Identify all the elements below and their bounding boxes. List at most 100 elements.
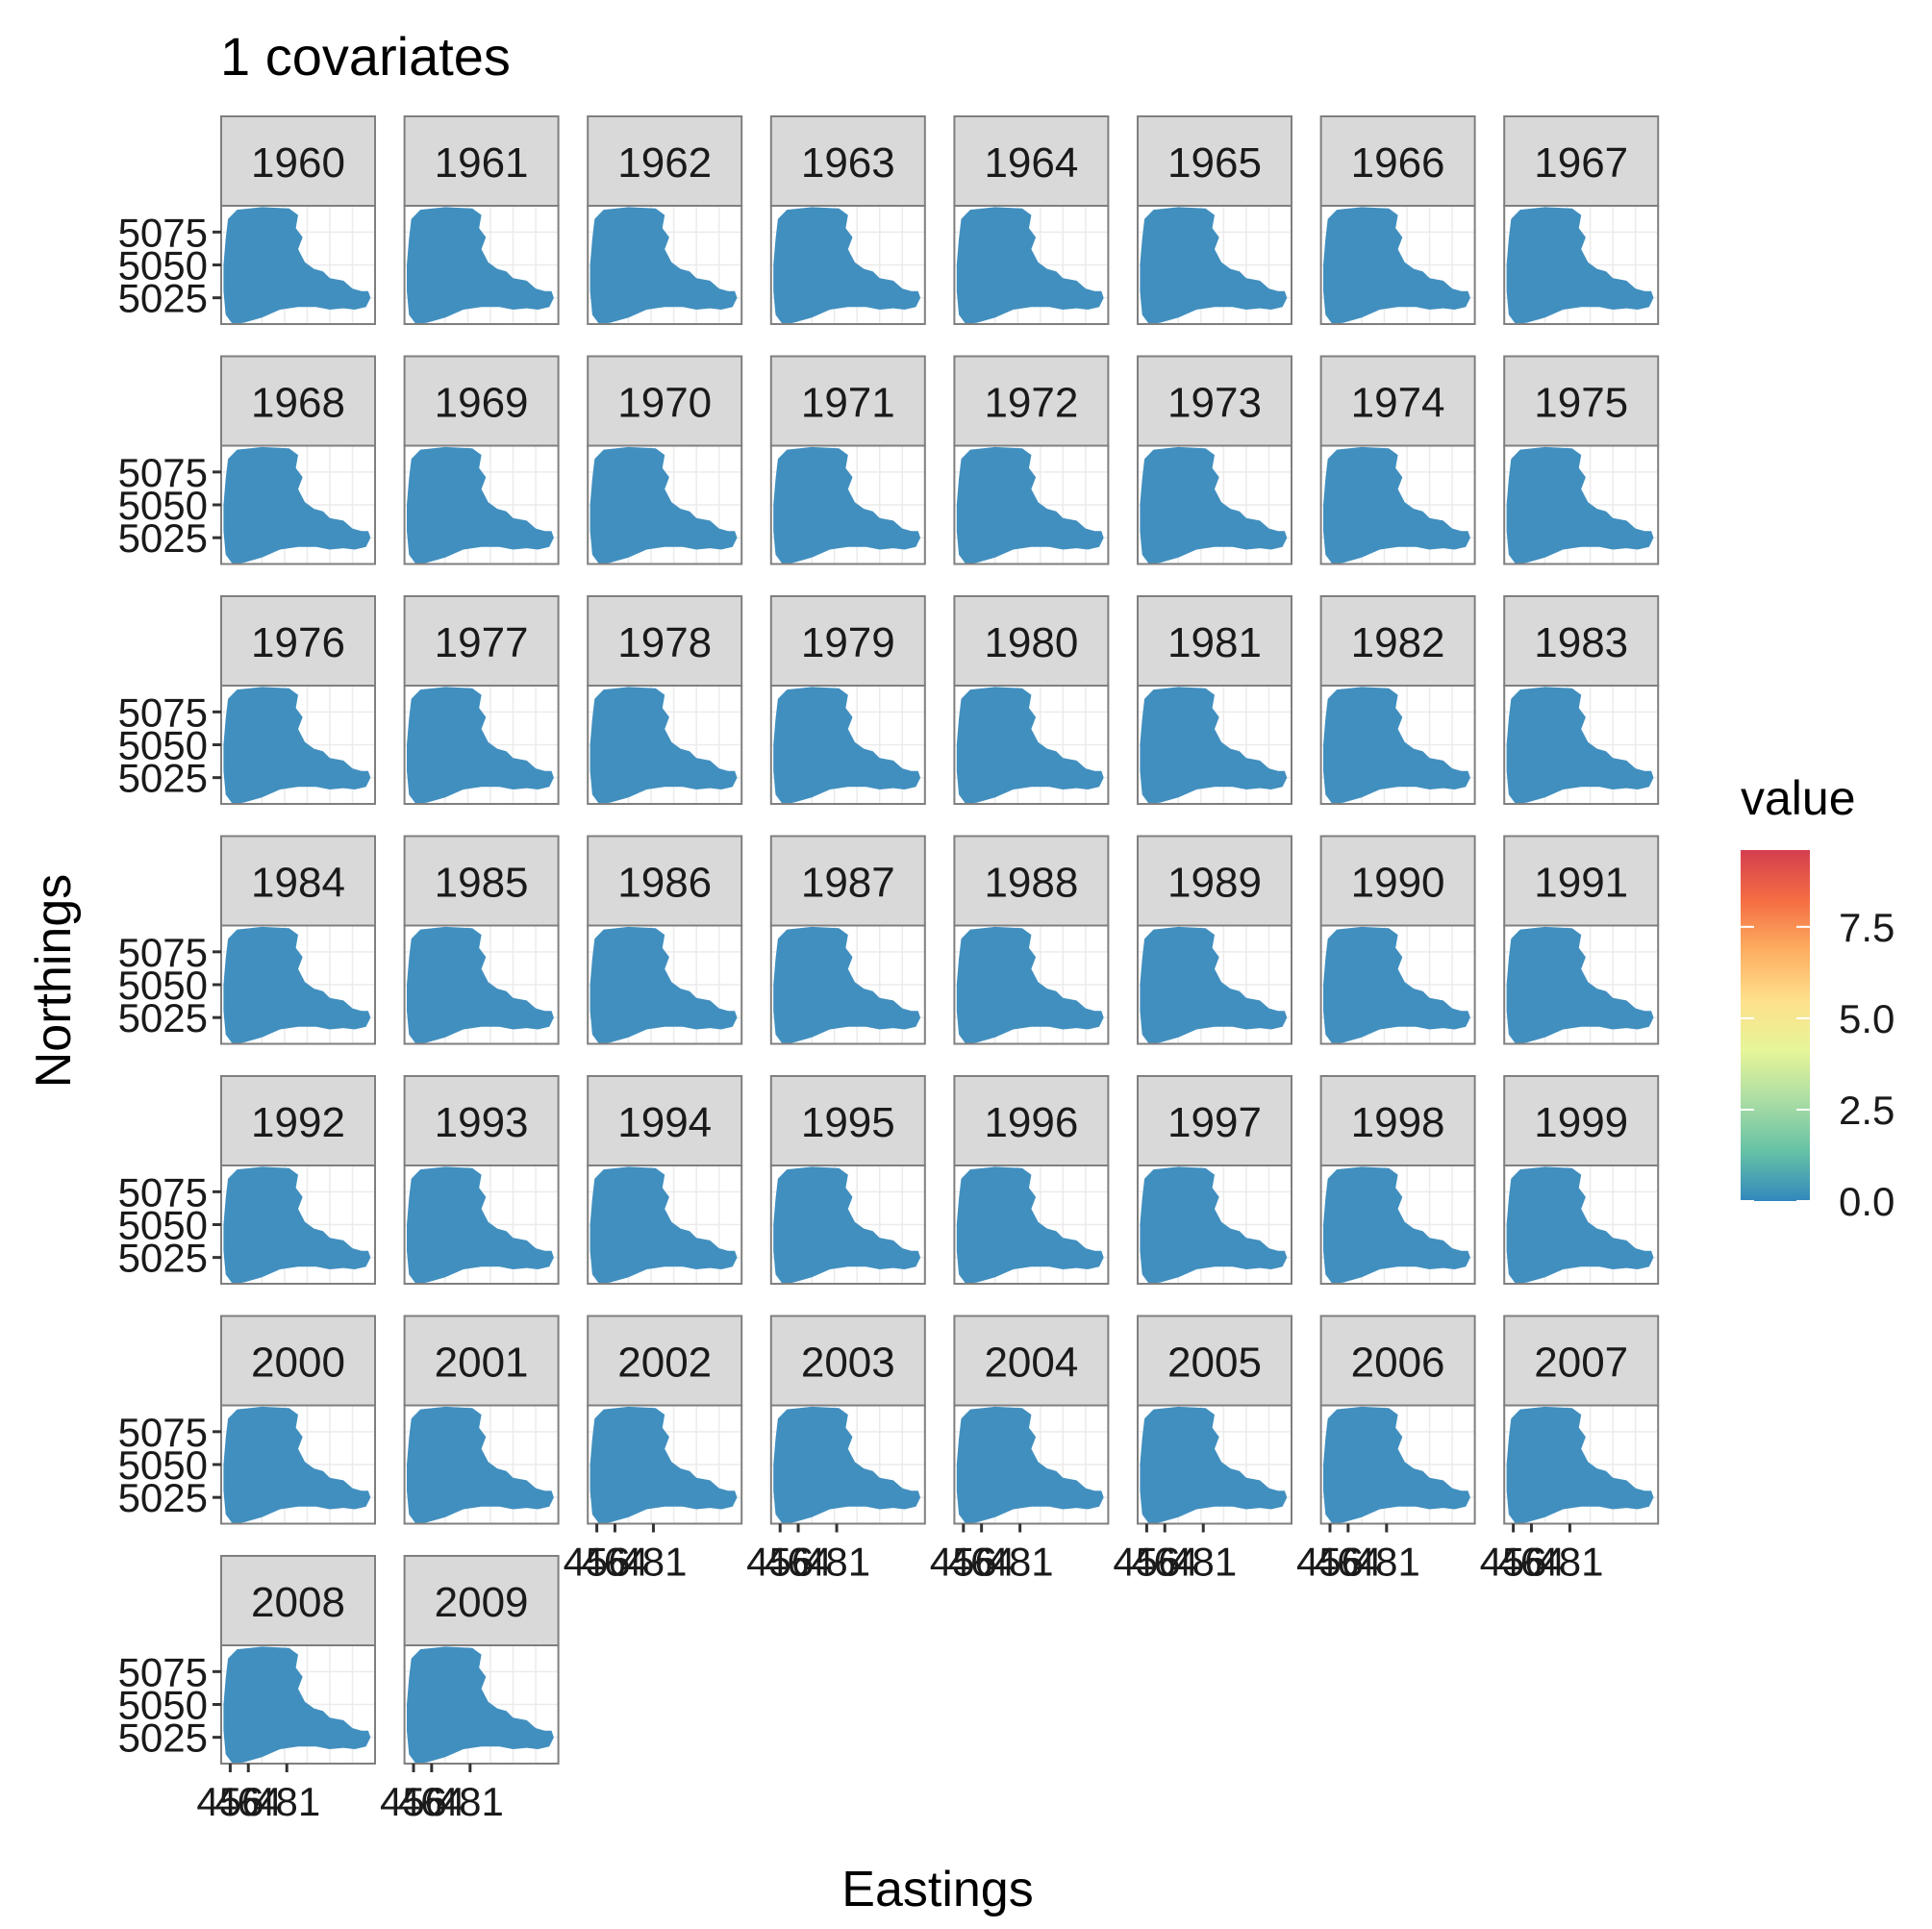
facet-strip <box>1503 115 1660 207</box>
catchment-raster <box>223 446 371 564</box>
facet-panel: 1983 <box>1503 595 1660 805</box>
facet-strip <box>1503 1075 1660 1166</box>
panel-border <box>403 444 560 565</box>
facet-strip <box>403 835 560 927</box>
y-tick-label: 5025 <box>118 276 208 321</box>
facet-label: 1972 <box>984 380 1078 427</box>
panel-border <box>769 1404 926 1525</box>
facet-strip <box>220 835 376 927</box>
x-tick-label: 456 <box>1113 1540 1180 1585</box>
panel-border <box>953 924 1110 1045</box>
facet-panel: 1985 <box>403 835 560 1045</box>
facet-label: 2005 <box>1167 1340 1262 1387</box>
x-tick-label: 456 <box>1296 1540 1364 1585</box>
facet-strip <box>403 115 560 207</box>
facet-panel: 2001 <box>403 1315 560 1525</box>
catchment-raster <box>1140 926 1288 1044</box>
catchment-raster <box>407 687 554 804</box>
panel-border <box>953 205 1110 325</box>
y-tick-label: 5075 <box>118 1649 208 1694</box>
facet-label: 1989 <box>1167 860 1262 907</box>
catchment-raster <box>1140 207 1288 324</box>
y-tick-label: 5075 <box>118 1410 208 1455</box>
x-tick-label: 464 <box>765 1540 832 1585</box>
panel-border <box>1319 444 1476 565</box>
facet-strip <box>1319 115 1476 207</box>
facet-panel: 1970 <box>587 355 743 565</box>
facet-strip <box>403 1315 560 1407</box>
panel-border <box>1319 685 1476 805</box>
catchment-raster <box>223 1646 371 1764</box>
catchment-raster <box>407 1166 554 1284</box>
facet-label: 1998 <box>1351 1099 1445 1146</box>
y-tick-label: 5075 <box>118 930 208 975</box>
catchment-raster <box>1323 207 1470 324</box>
panel-border <box>1319 924 1476 1045</box>
catchment-raster <box>1506 1166 1654 1284</box>
facet-label: 1983 <box>1534 619 1628 666</box>
facet-panel: 1972 <box>953 355 1110 565</box>
facet-panel: 1963 <box>769 115 926 325</box>
facet-label: 1994 <box>617 1099 712 1146</box>
facet-strip <box>769 835 926 927</box>
facet-label: 1980 <box>984 619 1078 666</box>
catchment-raster <box>773 687 921 804</box>
facet-label: 1970 <box>617 380 712 427</box>
y-tick-label: 5075 <box>118 210 208 255</box>
panel-border <box>769 205 926 325</box>
panel-border <box>403 205 560 325</box>
panel-border <box>1137 685 1292 805</box>
facet-label: 1997 <box>1167 1099 1262 1146</box>
facet-strip <box>1319 355 1476 447</box>
panel-border <box>769 685 926 805</box>
facet-strip <box>1137 1315 1292 1407</box>
facet-label: 2004 <box>984 1340 1078 1387</box>
facet-label: 1975 <box>1534 380 1628 427</box>
facet-label: 1987 <box>801 860 895 907</box>
facet-label: 1968 <box>251 380 345 427</box>
x-tick-label: 481 <box>1353 1540 1420 1585</box>
facet-panel: 1971 <box>769 355 926 565</box>
panel-border <box>587 1404 743 1525</box>
facet-panel: 1995 <box>769 1075 926 1285</box>
facet-label: 1964 <box>984 139 1078 187</box>
catchment-raster <box>407 926 554 1044</box>
facet-label: 1988 <box>984 860 1078 907</box>
panel-border <box>1503 1404 1660 1525</box>
panel-border <box>403 1644 560 1765</box>
facet-panel: 1973 <box>1137 355 1292 565</box>
x-axis-label: Eastings <box>841 1862 1033 1917</box>
facet-panel: 1975 <box>1503 355 1660 565</box>
catchment-raster <box>590 687 738 804</box>
catchment-raster <box>1140 1166 1288 1284</box>
panel-border <box>769 1165 926 1285</box>
y-axis-label: Northings <box>26 874 82 1089</box>
facet-panel: 1982 <box>1319 595 1476 805</box>
panel-border <box>587 205 743 325</box>
catchment-raster <box>1506 1406 1654 1524</box>
x-tick-label: 481 <box>987 1540 1054 1585</box>
catchment-raster <box>590 207 738 324</box>
panel-border <box>1503 1165 1660 1285</box>
facet-label: 1971 <box>801 380 895 427</box>
catchment-raster <box>956 1406 1104 1524</box>
facet-panel: 1987 <box>769 835 926 1045</box>
facet-panel: 1979 <box>769 595 926 805</box>
catchment-raster <box>956 687 1104 804</box>
facet-label: 2008 <box>251 1579 345 1626</box>
y-tick-label: 5050 <box>118 243 208 288</box>
panel-border <box>403 924 560 1045</box>
catchment-raster <box>590 926 738 1044</box>
facet-strip <box>1319 1315 1476 1407</box>
catchment-raster <box>956 446 1104 564</box>
x-tick-label: 456 <box>380 1779 447 1824</box>
x-tick-label: 456 <box>196 1779 263 1824</box>
facet-strip <box>953 1075 1110 1166</box>
facet-panel: 1962 <box>587 115 743 325</box>
facet-label: 1960 <box>251 139 345 187</box>
